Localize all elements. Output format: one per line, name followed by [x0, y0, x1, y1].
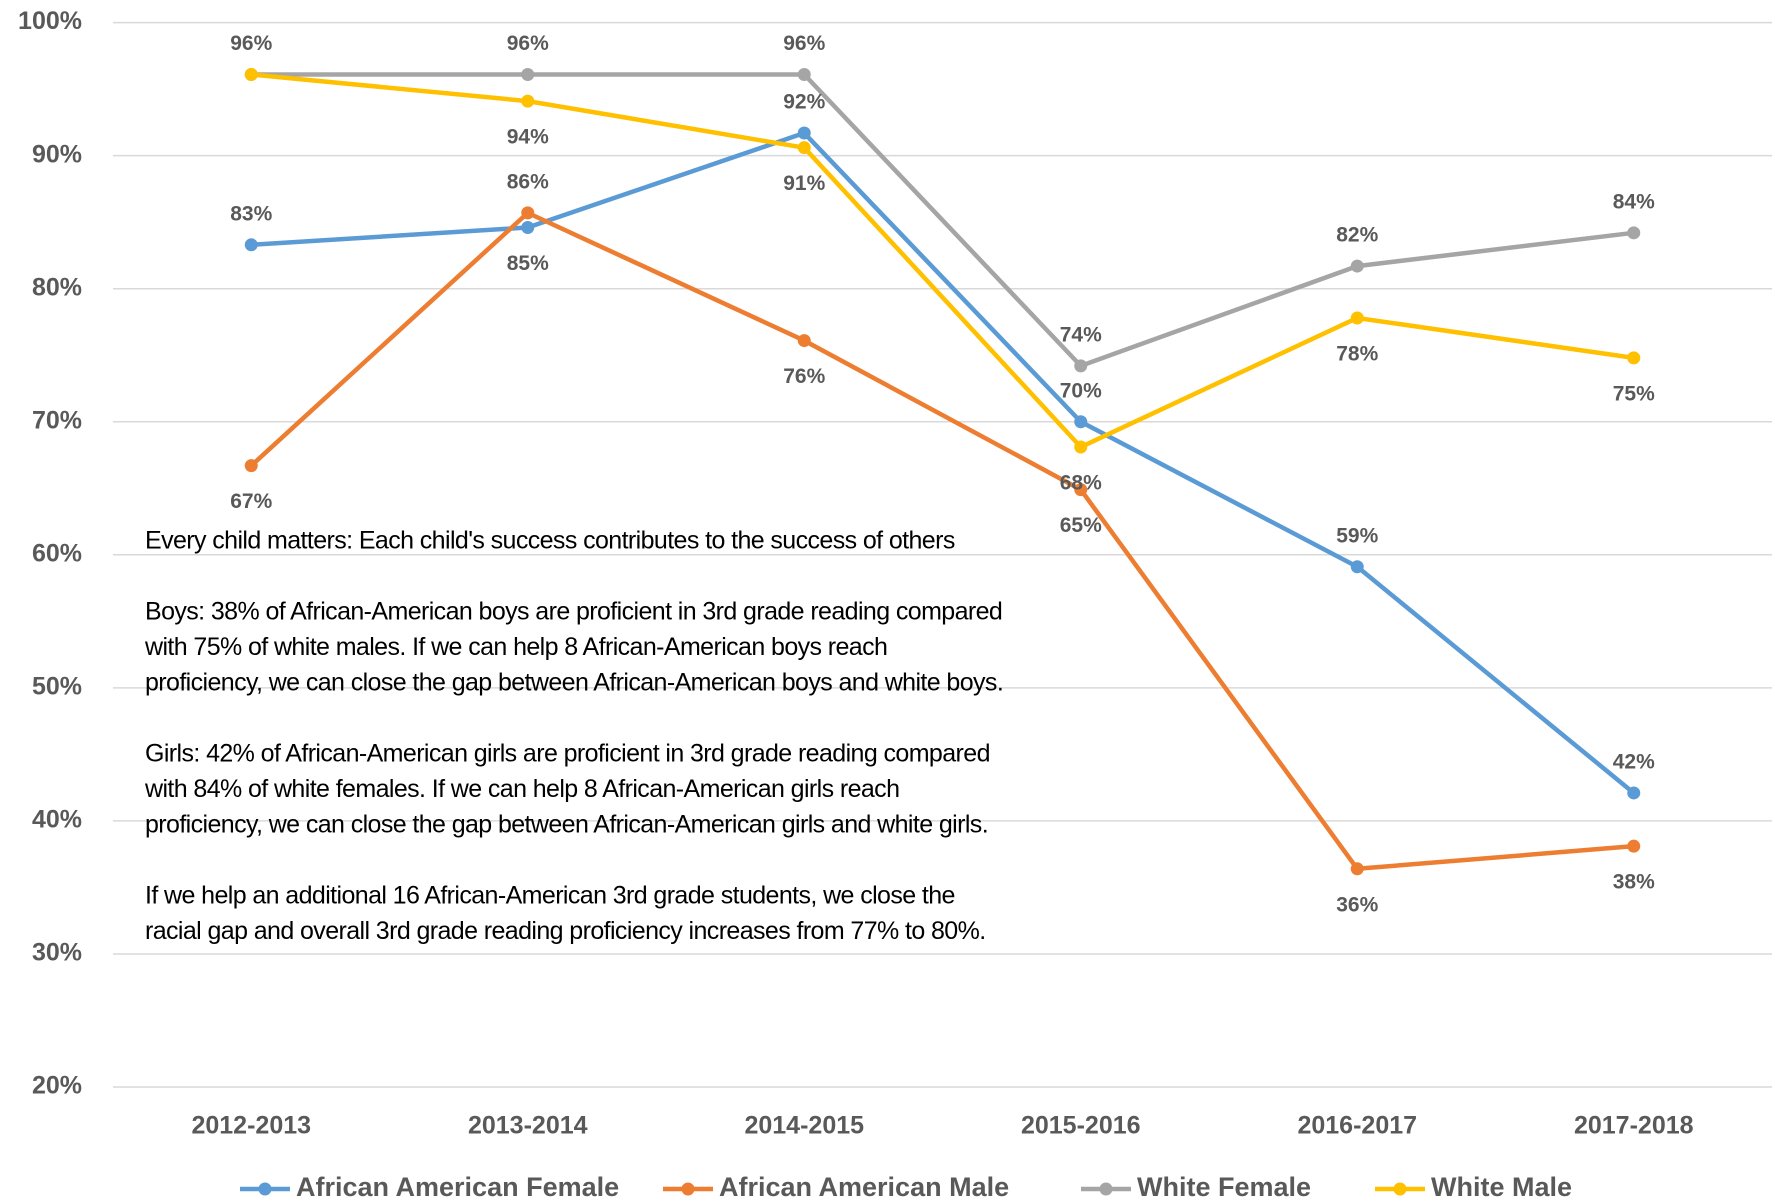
legend-marker: [1393, 1182, 1407, 1196]
y-tick-label: 50%: [32, 672, 82, 700]
data-label: 70%: [1060, 379, 1102, 402]
data-label: 65%: [1060, 514, 1102, 537]
data-point: [797, 67, 811, 81]
data-point: [1074, 440, 1088, 454]
legend-marker: [681, 1182, 695, 1196]
x-tick-label: 2013-2014: [468, 1112, 588, 1140]
data-point: [1350, 560, 1364, 574]
data-point: [797, 126, 811, 140]
data-label: 82%: [1336, 224, 1378, 247]
data-point: [1074, 359, 1088, 373]
data-label: 76%: [783, 365, 825, 388]
legend-label: African American Female: [296, 1172, 619, 1202]
data-point: [1350, 311, 1364, 325]
series-line: [249, 210, 1634, 872]
y-tick-label: 20%: [32, 1072, 82, 1100]
data-point: [244, 67, 258, 81]
data-point: [1627, 226, 1641, 240]
y-tick-label: 100%: [18, 7, 82, 35]
data-point: [1350, 259, 1364, 273]
data-label: 96%: [507, 32, 549, 55]
data-point: [1074, 483, 1088, 497]
annotation: racial gap and overall 3rd grade reading…: [145, 917, 986, 945]
data-label: 96%: [230, 32, 272, 55]
data-label: 78%: [1336, 343, 1378, 366]
x-tick-label: 2012-2013: [191, 1112, 311, 1140]
data-label: 91%: [783, 172, 825, 195]
x-tick-label: 2014-2015: [744, 1112, 864, 1140]
data-point: [1627, 351, 1641, 365]
data-point: [244, 459, 258, 473]
annotation: with 75% of white males. If we can help …: [144, 633, 887, 661]
data-label: 94%: [507, 126, 549, 149]
x-tick-label: 2015-2016: [1021, 1112, 1141, 1140]
data-point: [521, 206, 535, 220]
data-label: 67%: [230, 490, 272, 513]
annotation: Boys: 38% of African-American boys are p…: [145, 598, 1002, 626]
data-label: 96%: [783, 32, 825, 55]
data-label: 38%: [1613, 871, 1655, 894]
annotation: If we help an additional 16 African-Amer…: [145, 882, 955, 910]
legend-marker: [258, 1182, 272, 1196]
series-line: [251, 72, 1635, 450]
data-label: 84%: [1613, 190, 1655, 213]
data-point: [1627, 839, 1641, 853]
y-tick-label: 80%: [32, 273, 82, 301]
data-label: 74%: [1060, 323, 1102, 346]
series-line: [251, 72, 1635, 369]
annotation: proficiency, we can close the gap betwee…: [145, 669, 1003, 697]
data-point: [244, 238, 258, 252]
data-point: [1074, 415, 1088, 429]
data-point: [1350, 862, 1364, 876]
x-tick-label: 2017-2018: [1574, 1112, 1694, 1140]
data-point: [797, 334, 811, 348]
data-point: [521, 220, 535, 234]
data-label: 75%: [1613, 382, 1655, 405]
data-point: [1627, 786, 1641, 800]
y-tick-label: 70%: [32, 406, 82, 434]
legend-label: White Female: [1137, 1172, 1311, 1202]
y-tick-label: 60%: [32, 539, 82, 567]
annotation: Every child matters: Each child's succes…: [145, 527, 955, 555]
data-label: 86%: [507, 170, 549, 193]
data-label: 83%: [230, 202, 272, 225]
data-point: [797, 141, 811, 155]
data-label: 59%: [1336, 524, 1378, 547]
legend-marker: [1099, 1182, 1113, 1196]
data-label: 68%: [1060, 472, 1102, 495]
annotation: Girls: 42% of African-American girls are…: [145, 740, 990, 768]
x-tick-label: 2016-2017: [1297, 1112, 1417, 1140]
annotation: proficiency, we can close the gap betwee…: [145, 811, 988, 839]
data-point: [521, 67, 535, 81]
annotation: with 84% of white females. If we can hel…: [144, 775, 899, 803]
y-tick-label: 30%: [32, 939, 82, 967]
legend-label: African American Male: [719, 1172, 1009, 1202]
data-label: 36%: [1336, 893, 1378, 916]
data-label: 42%: [1613, 751, 1655, 774]
series-line: [251, 130, 1636, 795]
y-tick-label: 90%: [32, 140, 82, 168]
data-label: 85%: [507, 252, 549, 275]
data-label: 92%: [783, 91, 825, 114]
y-tick-label: 40%: [32, 806, 82, 834]
legend-label: White Male: [1431, 1172, 1572, 1202]
data-point: [521, 94, 535, 108]
